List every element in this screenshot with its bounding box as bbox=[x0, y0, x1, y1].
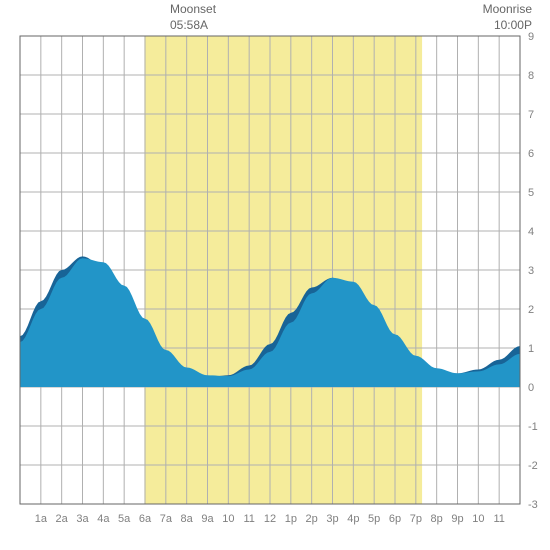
x-tick-label: 1a bbox=[35, 513, 48, 525]
y-tick-label: -3 bbox=[528, 499, 538, 511]
x-tick-label: 5p bbox=[368, 513, 380, 525]
moonset-title: Moonset bbox=[170, 2, 216, 16]
x-tick-label: 4p bbox=[347, 513, 359, 525]
x-tick-label: 9a bbox=[201, 513, 214, 525]
moonrise-title: Moonrise bbox=[483, 2, 532, 16]
x-tick-label: 7a bbox=[160, 513, 173, 525]
x-tick-label: 7p bbox=[410, 513, 422, 525]
x-tick-label: 10 bbox=[222, 513, 234, 525]
y-tick-label: 3 bbox=[528, 265, 534, 277]
moonrise-label: Moonrise 10:00P bbox=[483, 2, 532, 33]
y-tick-label: 4 bbox=[528, 226, 534, 238]
x-tick-label: 11 bbox=[493, 513, 504, 525]
x-tick-label: 8p bbox=[431, 513, 443, 525]
x-tick-label: 4a bbox=[97, 513, 110, 525]
y-tick-label: 0 bbox=[528, 382, 534, 394]
x-tick-label: 5a bbox=[118, 513, 131, 525]
y-tick-label: 6 bbox=[528, 148, 534, 160]
tide-chart: Moonset 05:58A Moonrise 10:00P -3-2-1012… bbox=[0, 0, 550, 550]
x-tick-label: 1p bbox=[285, 513, 297, 525]
y-tick-label: -2 bbox=[528, 460, 538, 472]
x-tick-label: 3p bbox=[326, 513, 338, 525]
x-tick-label: 6p bbox=[389, 513, 401, 525]
moonset-time: 05:58A bbox=[170, 18, 208, 32]
y-tick-label: 8 bbox=[528, 70, 534, 82]
y-tick-label: 2 bbox=[528, 304, 534, 316]
y-tick-label: 7 bbox=[528, 109, 534, 121]
y-tick-label: 5 bbox=[528, 187, 534, 199]
x-tick-label: 10 bbox=[472, 513, 484, 525]
moonset-label: Moonset 05:58A bbox=[170, 2, 216, 33]
x-tick-label: 8a bbox=[181, 513, 194, 525]
x-tick-label: 12 bbox=[264, 513, 276, 525]
x-tick-label: 3a bbox=[76, 513, 89, 525]
x-tick-label: 6a bbox=[139, 513, 152, 525]
x-tick-label: 9p bbox=[451, 513, 463, 525]
x-tick-label: 2a bbox=[56, 513, 69, 525]
y-tick-label: -1 bbox=[528, 421, 538, 433]
chart-svg: -3-2-101234567891a2a3a4a5a6a7a8a9a101112… bbox=[0, 0, 550, 550]
x-tick-label: 2p bbox=[306, 513, 318, 525]
moonrise-time: 10:00P bbox=[494, 18, 532, 32]
y-tick-label: 1 bbox=[528, 343, 534, 355]
x-tick-label: 11 bbox=[243, 513, 254, 525]
